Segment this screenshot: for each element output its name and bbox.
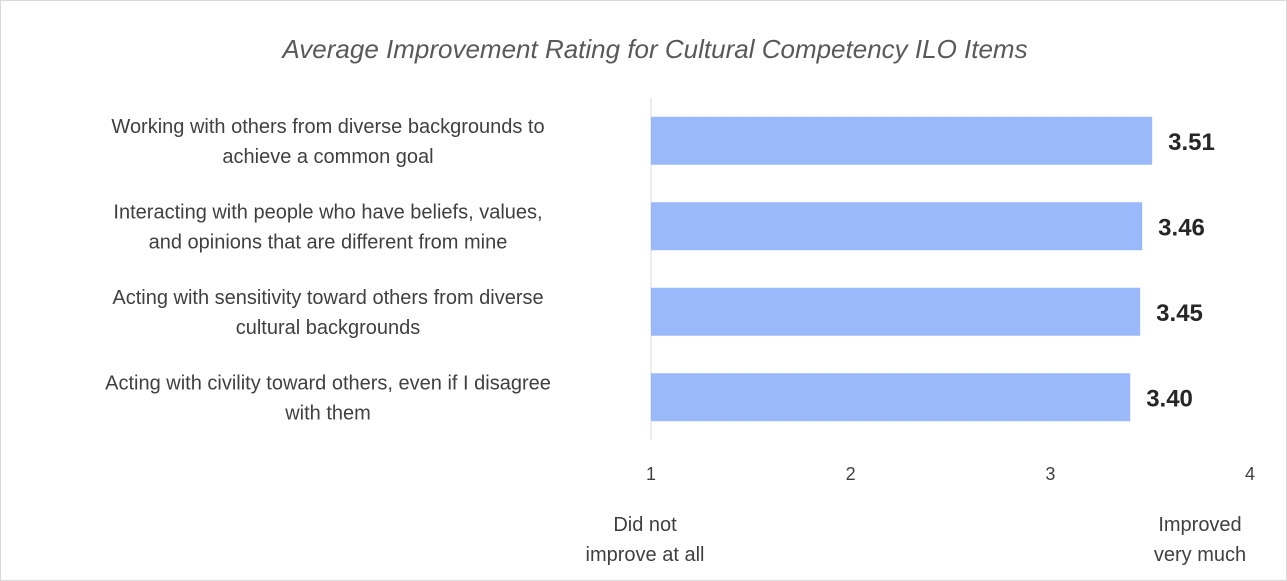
plot-area: 3.51 Working with others from diverse bac… [105, 98, 1255, 484]
data-label: 3.46 [1158, 214, 1205, 241]
scale-anchor-low: Did not improve at all [575, 510, 715, 570]
data-label: 3.40 [1146, 385, 1193, 412]
category-label: Working with others from diverse backgro… [111, 116, 544, 138]
category-label: Interacting with people who have beliefs… [113, 201, 542, 223]
bar [651, 202, 1143, 251]
x-tick-label: 3 [1045, 464, 1055, 484]
category-label: cultural backgrounds [236, 317, 421, 339]
x-tick-label: 4 [1245, 464, 1255, 484]
bar [651, 287, 1141, 336]
data-label: 3.51 [1168, 129, 1215, 156]
data-label: 3.45 [1156, 300, 1203, 327]
chart-title: Average Improvement Rating for Cultural … [280, 34, 1027, 64]
x-tick-label: 2 [846, 464, 856, 484]
scale-anchor-low-line1: Did not [613, 514, 677, 536]
scale-anchor-high-line1: Improved [1158, 514, 1242, 536]
category-label: and opinions that are different from min… [149, 231, 508, 253]
scale-anchor-low-line2: improve at all [585, 544, 705, 566]
x-tick-label: 1 [646, 464, 656, 484]
category-label: achieve a common goal [222, 146, 433, 168]
category-label: Acting with sensitivity toward others fr… [112, 287, 543, 309]
category-label: Acting with civility toward others, even… [105, 372, 551, 394]
scale-anchor-high: Improved very much [1130, 510, 1270, 570]
bar [651, 373, 1131, 422]
bar [651, 116, 1153, 165]
scale-anchor-high-line2: very much [1153, 544, 1247, 566]
category-label: with them [284, 402, 371, 424]
